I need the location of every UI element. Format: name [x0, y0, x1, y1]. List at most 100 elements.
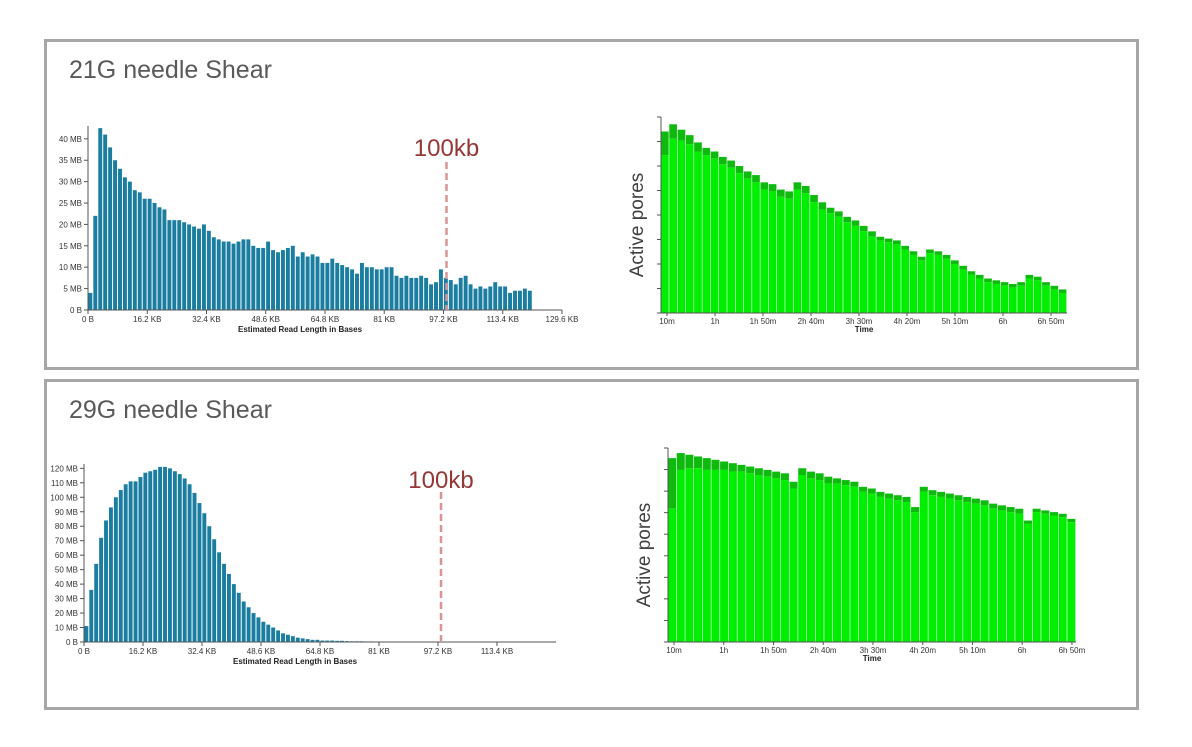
histogram-bar [345, 267, 350, 310]
pores-bar [668, 508, 677, 642]
x-tick-label: 16.2 KB [133, 315, 161, 324]
pores-bar [1049, 515, 1059, 642]
pores-bar-dark [1006, 507, 1015, 513]
pores-bar-dark [710, 151, 719, 159]
histogram-bar [310, 254, 315, 310]
pores-bar-dark [919, 486, 928, 492]
y-tick-label: 20 MB [59, 220, 82, 229]
x-tick-label: 64.8 KB [306, 647, 334, 656]
pores-bar-dark [1015, 508, 1024, 514]
y-tick-label: 0 B [66, 638, 78, 647]
pores-bar [926, 253, 934, 313]
histogram-bar [89, 589, 94, 642]
pores-bar-dark [789, 481, 798, 489]
histogram-bar [478, 286, 483, 310]
histogram-bar [113, 497, 118, 642]
y-tick-label: 20 MB [55, 609, 78, 618]
histogram-bar [84, 626, 89, 642]
pores-bar [893, 500, 902, 642]
pores-bar [945, 498, 954, 642]
pores-bar-dark [677, 129, 686, 141]
histogram-bar [281, 633, 285, 642]
pores-bar-dark [694, 456, 703, 469]
pores-bar [801, 193, 810, 313]
pores-bar-dark [685, 135, 694, 145]
pores-bar [901, 249, 909, 313]
x-axis-title: Estimated Read Length in Bases [233, 657, 358, 666]
pores-bar [909, 254, 918, 313]
histogram-bar [320, 262, 325, 310]
marker-100kb-label: 100kb [408, 467, 473, 494]
marker-100kb-label: 100kb [414, 135, 479, 162]
histogram-bar [517, 290, 522, 310]
pores-bar-dark [793, 182, 802, 190]
pores-bar [989, 508, 998, 642]
pores-bar-dark [926, 249, 934, 254]
pores-bar-dark [967, 271, 976, 275]
histogram-bar [290, 245, 295, 310]
histogram-bar [177, 474, 182, 642]
pores-bar [702, 155, 711, 313]
pores-bar [711, 469, 720, 642]
x-axis-title: Estimated Read Length in Bases [238, 325, 363, 334]
pores-bar [676, 469, 685, 642]
pores-bar [1032, 512, 1041, 642]
pores-bar-dark [772, 471, 781, 479]
pores-bar-dark [746, 466, 755, 474]
pores-bar [1015, 513, 1024, 642]
histogram-bar [315, 639, 320, 642]
pores-bar-dark [1017, 282, 1025, 286]
pores-bar [798, 474, 807, 642]
histogram-bar [163, 466, 167, 642]
pores-bar-dark [843, 216, 851, 223]
pores-bar-dark [989, 503, 998, 509]
pores-bar [710, 158, 719, 313]
histogram-bar [276, 630, 281, 642]
x-tick-label: 97.2 KB [429, 315, 457, 324]
pores-bar-dark [711, 459, 720, 470]
pores-bar-dark [963, 496, 972, 502]
pores-bar-dark [893, 495, 902, 501]
histogram-bar [295, 256, 300, 310]
pores-bar-dark [975, 274, 984, 279]
pores-bar-dark [768, 184, 777, 192]
histogram-bar [212, 539, 217, 642]
histogram-bar [404, 275, 409, 310]
pores-bar-dark [818, 202, 827, 210]
pores-bar [728, 471, 737, 642]
pores-bar-dark [826, 207, 835, 214]
histogram-bar [409, 277, 414, 310]
histogram-bar [266, 624, 271, 642]
histogram-bar [123, 484, 128, 642]
pores-bar-dark [1050, 285, 1059, 290]
pores-bar-dark [934, 251, 943, 255]
y-tick-label: 60 MB [55, 551, 78, 560]
histogram-bar [153, 469, 158, 642]
histogram-bar [246, 239, 251, 310]
y-tick-label: 90 MB [55, 508, 78, 517]
pores-bar [789, 488, 798, 642]
histogram-bar [231, 584, 236, 642]
histogram-bar [217, 552, 222, 642]
histogram-bar [429, 284, 434, 310]
pores-bar [754, 474, 763, 642]
pores-bar-dark [752, 175, 760, 183]
x-tick-label: 2h 40m [810, 646, 837, 655]
histogram-bar [241, 601, 246, 642]
histogram-bar [251, 245, 256, 310]
pores-bar [951, 264, 959, 313]
pores-bar-dark [1023, 520, 1032, 524]
histogram-bar [118, 490, 123, 642]
histogram-bar [379, 269, 384, 310]
histogram-bar [98, 128, 103, 310]
histogram-bar [216, 239, 221, 310]
pores-bar-dark [735, 166, 744, 174]
y-tick-label: 70 MB [55, 537, 78, 546]
pores-bar [1050, 289, 1059, 313]
x-tick-label: 113.4 KB [481, 647, 513, 656]
panel-title: 29G needle Shear [69, 396, 272, 424]
histogram-bar [132, 190, 137, 310]
pores-bar [685, 468, 694, 642]
histogram-bar [108, 147, 113, 310]
pores-bar [1033, 280, 1042, 313]
